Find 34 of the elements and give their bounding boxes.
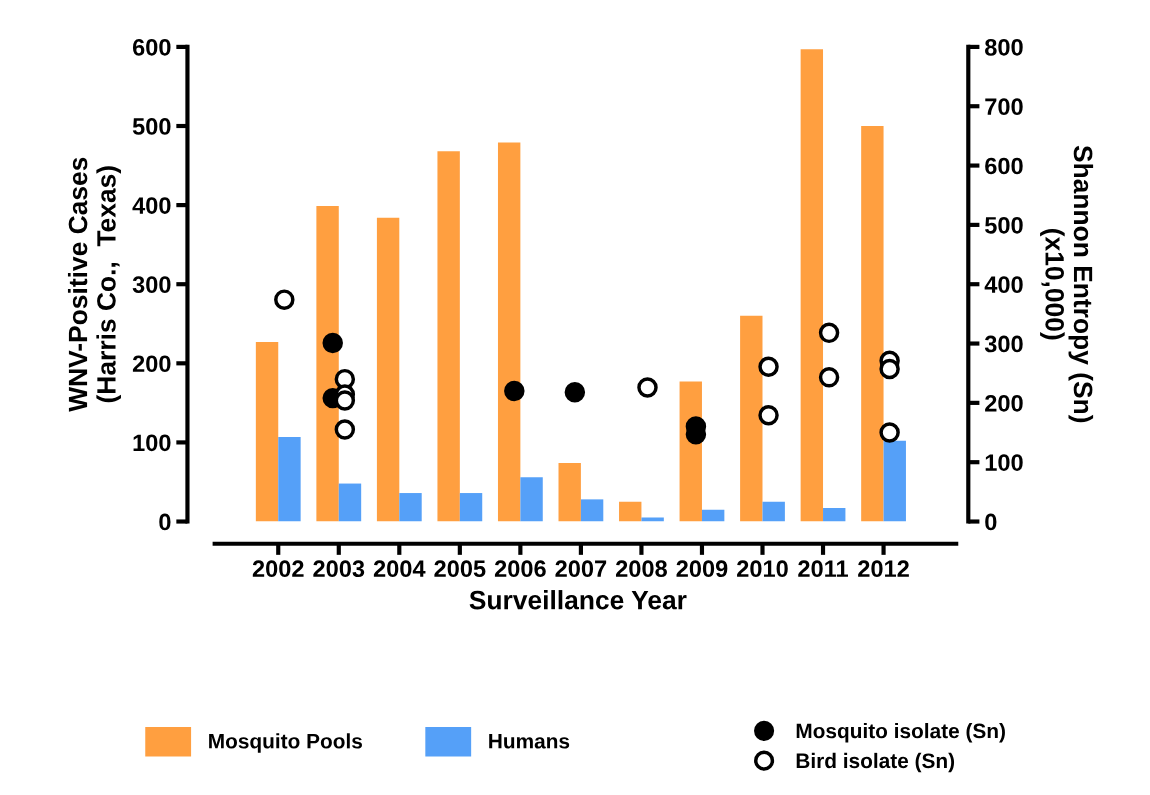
- y2-tick-label: 600: [985, 157, 1023, 175]
- x-tick-label: 2010: [737, 560, 788, 578]
- x-tick-label: 2004: [373, 560, 426, 578]
- y2-tick-label: 700: [985, 98, 1023, 116]
- y2-tick-label: 400: [984, 276, 1023, 293]
- legend-label: Mosquito isolate (Sn): [796, 723, 1005, 743]
- x-tick-label: 2002: [252, 560, 304, 578]
- x-tick-label: 2008: [615, 560, 667, 578]
- legend-label: Bird isolate (Sn): [796, 752, 955, 773]
- y2-tick-label: 0: [985, 513, 997, 531]
- legend-label: Mosquito Pools: [209, 733, 362, 753]
- y2-axis-title: Shannon Entropy (Sn) (x10,000): [1040, 145, 1094, 423]
- y-tick-label: 400: [132, 197, 171, 214]
- x-tick-label: 2009: [676, 560, 728, 578]
- x-tick-label: 2011: [798, 560, 848, 578]
- y2-tick-label: 500: [985, 216, 1023, 234]
- legend-label: Humans: [489, 734, 570, 749]
- x-tick-label: 2012: [858, 560, 909, 578]
- y-tick-label: 300: [132, 276, 171, 294]
- y-tick-label: 200: [132, 355, 171, 373]
- y-tick-label: 600: [132, 38, 171, 56]
- x-tick-label: 2006: [494, 560, 546, 578]
- y2-tick-label: 300: [984, 335, 1023, 353]
- x-tick-label: 2007: [555, 560, 607, 578]
- y2-tick-label: 800: [985, 38, 1023, 56]
- y-tick-label: 100: [133, 434, 171, 452]
- y-tick-label: 500: [132, 118, 171, 135]
- y-tick-label: 0: [159, 513, 171, 531]
- y-axis-title: WNV-Positive Cases (Harris Co., Texas): [67, 157, 121, 412]
- x-axis-title: Surveillance Year: [469, 590, 687, 610]
- y2-tick-label: 100: [985, 454, 1023, 471]
- y2-tick-label: 200: [985, 394, 1023, 412]
- x-tick-label: 2005: [434, 560, 486, 578]
- x-tick-label: 2003: [313, 560, 365, 578]
